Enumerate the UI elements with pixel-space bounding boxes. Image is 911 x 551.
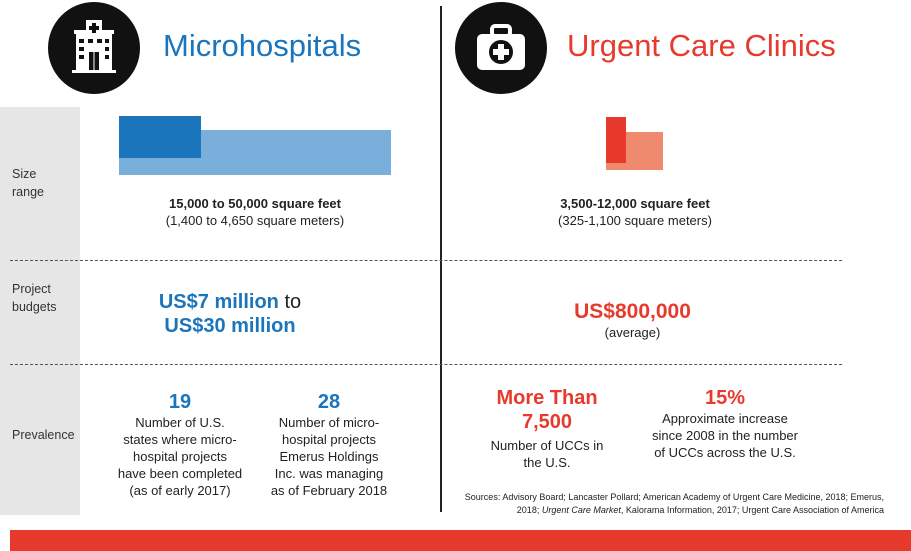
ucc-stat-growth: 15% Approximate increase since 2008 in t… xyxy=(652,387,798,460)
row-label-budgets: Project budgets xyxy=(12,282,57,314)
hospital-building-icon xyxy=(48,2,140,94)
footer-bar xyxy=(10,530,911,551)
ucc-size-text: 3,500-12,000 square feet (325-1,100 squa… xyxy=(558,196,712,228)
microhospital-size-min-bar xyxy=(119,116,201,158)
urgent-care-clinics-title: Urgent Care Clinics xyxy=(567,28,836,63)
medical-kit-icon xyxy=(455,2,547,94)
microhospitals-title: Microhospitals xyxy=(163,28,362,63)
microhospital-size-text: 15,000 to 50,000 square feet (1,400 to 4… xyxy=(165,196,345,228)
row-label-column xyxy=(0,107,80,515)
ucc-stat-count: More Than 7,500 Number of UCCs in the U.… xyxy=(490,387,604,470)
sources-note: Sources: Advisory Board; Lancaster Polla… xyxy=(464,492,884,515)
microhospital-budget: US$7 million to US$30 million xyxy=(158,291,302,337)
microhospital-stat-states: 19 Number of U.S. states where micro- ho… xyxy=(117,391,243,498)
row-label-size: Size range xyxy=(12,167,44,199)
row-separator xyxy=(10,364,842,365)
ucc-size-min-bar xyxy=(606,117,626,163)
ucc-budget: US$800,000 (average) xyxy=(574,300,691,340)
row-separator xyxy=(10,260,842,261)
microhospital-stat-emerus: 28 Number of micro- hospital projects Em… xyxy=(270,391,388,498)
row-label-prevalence: Prevalence xyxy=(12,428,75,442)
column-divider xyxy=(440,6,442,512)
